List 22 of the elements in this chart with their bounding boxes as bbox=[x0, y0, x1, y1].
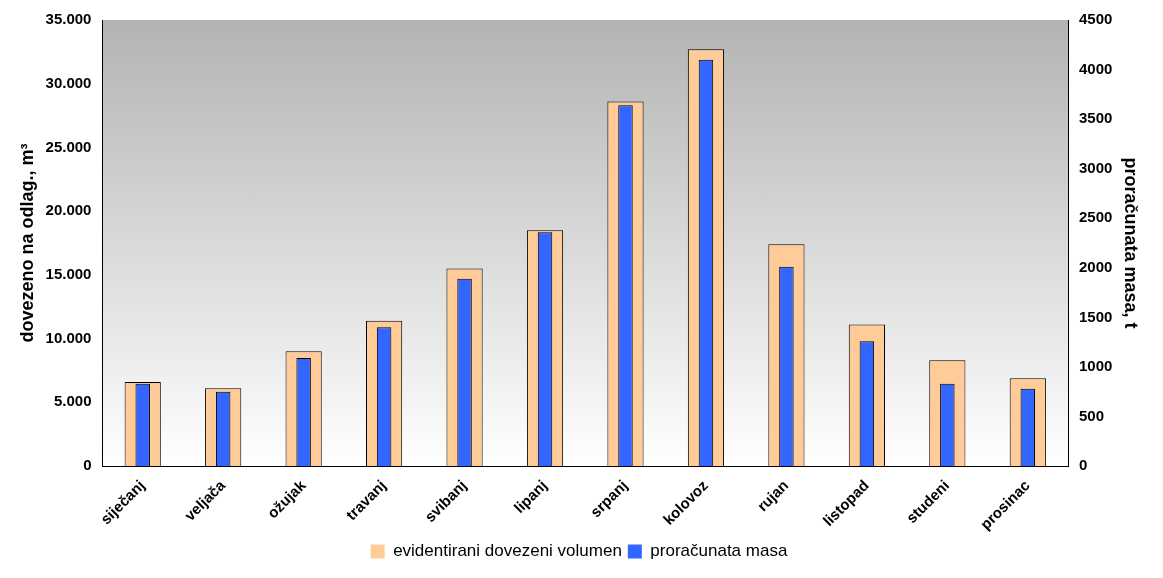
y2-tick-label: 3000 bbox=[1079, 158, 1113, 176]
y2-axis-title: proračunata masa, t bbox=[1121, 157, 1142, 329]
y-tick-label: 0 bbox=[83, 456, 92, 474]
y2-tick-label: 4000 bbox=[1079, 59, 1113, 77]
y-tick-label: 20.000 bbox=[45, 201, 92, 219]
y-tick-label: 5.000 bbox=[53, 392, 92, 410]
y2-tick-label: 3500 bbox=[1079, 109, 1113, 127]
y-tick-label: 30.000 bbox=[45, 73, 92, 91]
legend-label: proračunata masa bbox=[650, 541, 788, 561]
y2-tick-label: 0 bbox=[1079, 456, 1088, 474]
y2-tick-label: 500 bbox=[1079, 406, 1105, 424]
y-tick-label: 35.000 bbox=[45, 10, 92, 28]
y2-tick-label: 2500 bbox=[1079, 208, 1113, 226]
y-tick-label: 10.000 bbox=[45, 328, 92, 346]
y2-tick-label: 1500 bbox=[1079, 307, 1113, 325]
y-axis-title: dovezeno na odlag., m³ bbox=[16, 143, 37, 343]
y2-tick-label: 1000 bbox=[1079, 357, 1113, 375]
y2-tick-label: 4500 bbox=[1079, 10, 1113, 28]
legend-label: evidentirani dovezeni volumen bbox=[393, 541, 622, 561]
y2-tick-label: 2000 bbox=[1079, 257, 1113, 275]
y-tick-label: 25.000 bbox=[45, 137, 92, 155]
y-tick-label: 15.000 bbox=[45, 265, 92, 283]
